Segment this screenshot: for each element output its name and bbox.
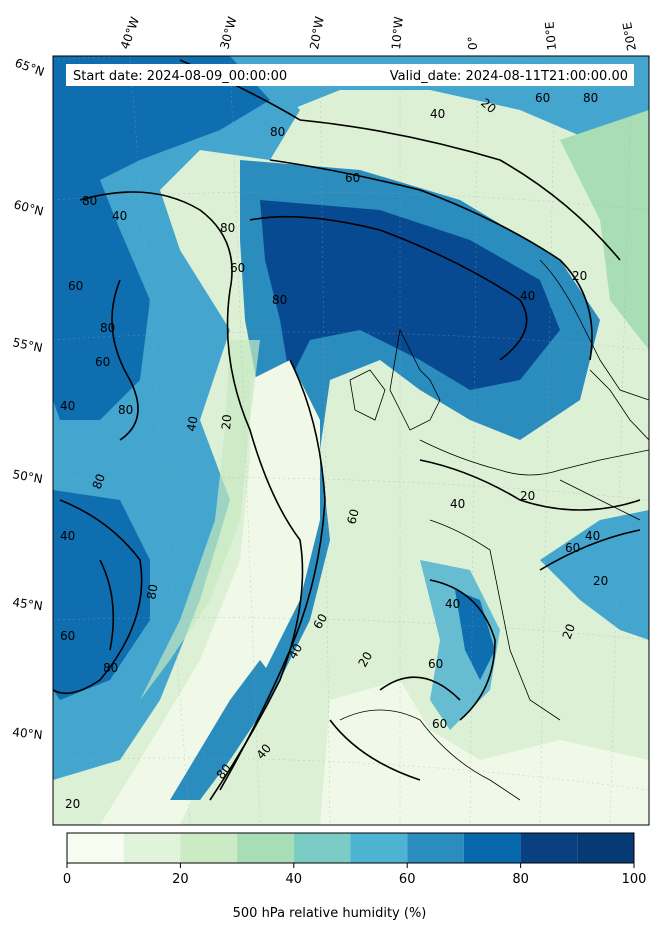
contour-label: 80 [272, 293, 287, 307]
colorbar-tick-label: 60 [399, 872, 416, 887]
contour-label: 60 [68, 279, 83, 293]
contour-label: 60 [565, 541, 580, 555]
colorbar-tick-label: 80 [512, 872, 529, 887]
colorbar-tick-label: 0 [63, 872, 71, 887]
rh-field-east-north [560, 110, 649, 350]
latitude-labels: 65°N 60°N 55°N 50°N 45°N 40°N [11, 56, 46, 742]
lat-label-40n: 40°N [12, 725, 44, 742]
contour-label: 20 [65, 797, 80, 811]
colorbar-segment [520, 833, 578, 863]
contour-label: 20 [560, 622, 578, 641]
rh-field-east-moist [540, 510, 649, 640]
contour-label: 60 [535, 91, 550, 105]
contour-label: 60 [310, 611, 330, 631]
colorbar-tick-label: 40 [286, 872, 303, 887]
colorbar [66, 832, 635, 864]
contour-label: 80 [100, 321, 115, 335]
contour-label: 80 [90, 472, 108, 491]
rh-field-west-core [53, 56, 270, 420]
colorbar-segment [237, 833, 294, 863]
valid-date-text: Valid_date: 2024-08-11T21:00:00.00 [390, 69, 628, 84]
rh-field-dry-tongue-edge [140, 340, 260, 700]
contour-label: 60 [95, 355, 110, 369]
contour-label: 20 [572, 269, 587, 283]
contour-label: 20 [593, 574, 608, 588]
colorbar-segment [123, 833, 181, 863]
lon-label-10w: 10°W [389, 16, 406, 50]
contour-label: 40 [585, 529, 600, 543]
rh-field-southeast-dry [320, 680, 649, 825]
contour-label: 80 [118, 403, 133, 417]
contour-value-labels: 20 40 60 80 80 60 40 80 80 60 40 60 80 8… [60, 91, 608, 811]
contour-label: 60 [428, 657, 443, 671]
lon-label-20e: 20°E [620, 21, 639, 52]
contour-label: 80 [144, 583, 160, 600]
lat-label-60n: 60°N [12, 197, 45, 218]
contour-label: 20 [520, 489, 535, 503]
contour-label: 40 [430, 107, 445, 121]
lat-label-45n: 45°N [12, 595, 44, 613]
rh-field-south-west-band [170, 660, 275, 800]
colorbar-segment [350, 833, 408, 863]
contour-label: 60 [344, 507, 361, 525]
lon-label-0: 0° [466, 36, 480, 50]
lat-label-55n: 55°N [11, 335, 43, 355]
lat-label-50n: 50°N [11, 467, 43, 486]
contour-label: 80 [82, 194, 97, 208]
contour-label: 40 [60, 399, 75, 413]
colorbar-segment [180, 833, 238, 863]
colorbar-segment [577, 833, 634, 863]
colorbar-tick-label: 100 [622, 872, 647, 887]
contour-label: 20 [219, 414, 234, 430]
contour-label: 40 [60, 529, 75, 543]
lon-label-40w: 40°W [118, 15, 143, 51]
contour-label: 40 [520, 289, 535, 303]
contour-label: 80 [583, 91, 598, 105]
rh-field-central-core [260, 200, 560, 390]
map-frame [52, 55, 650, 826]
contour-label: 60 [60, 629, 75, 643]
colorbar-segment [67, 833, 124, 863]
colorbar-segment [463, 833, 521, 863]
contour-label: 60 [345, 171, 360, 185]
colorbar-segment [293, 833, 351, 863]
colorbar-label: 500 hPa relative humidity (%) [232, 906, 427, 921]
contour-label: 40 [112, 209, 127, 223]
colorbar-tick-label: 20 [172, 872, 189, 887]
lat-label-65n: 65°N [13, 56, 46, 80]
lon-label-30w: 30°W [217, 15, 239, 51]
contour-label: 20 [355, 649, 375, 669]
longitude-labels: 40°W 30°W 20°W 10°W 0° 10°E 20°E [118, 15, 639, 52]
colorbar-border [66, 832, 635, 864]
rh-contours [53, 59, 641, 801]
start-date-text: Start date: 2024-08-09_00:00:00 [73, 69, 287, 84]
lon-label-20w: 20°W [307, 15, 327, 50]
colorbar-ticks: 0 20 40 60 80 100 [63, 863, 647, 887]
map-panel [53, 56, 649, 825]
contour-label: 80 [220, 221, 235, 235]
graticule [53, 56, 649, 825]
header-box [66, 64, 634, 86]
colorbar-segment [407, 833, 464, 863]
contour-label: 80 [103, 661, 118, 675]
lon-label-10e: 10°E [543, 21, 559, 51]
rh-field-south-core [455, 590, 495, 680]
contour-label: 40 [285, 641, 305, 661]
contour-label: 80 [270, 125, 285, 139]
contour-label: 60 [432, 717, 447, 731]
contour-label: 60 [230, 261, 245, 275]
contour-label: 40 [450, 497, 465, 511]
contour-label: 40 [445, 597, 460, 611]
contour-label: 40 [184, 415, 200, 432]
coastlines [339, 259, 649, 801]
